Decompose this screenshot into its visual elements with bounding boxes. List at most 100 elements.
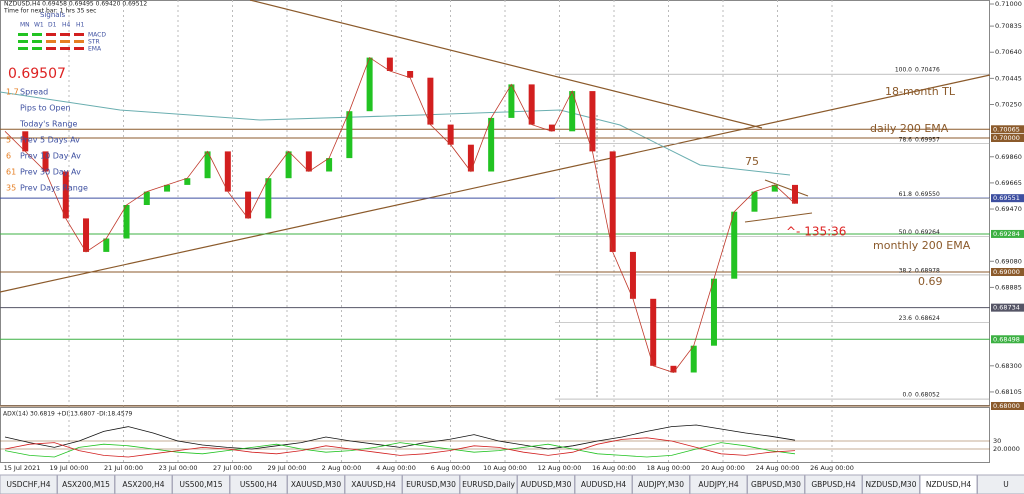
tab-label[interactable]: AUDJPY,H4 [698, 480, 739, 489]
price-tick-label: 0.70835 [995, 22, 1022, 30]
candle [42, 151, 49, 172]
indicator: STR [88, 39, 100, 46]
level-tag [991, 402, 1024, 410]
tab-label[interactable]: XAUUSD,H4 [351, 480, 396, 489]
info-value: 35 [6, 184, 16, 193]
info-label: Prev 10 Day Av [20, 152, 81, 161]
price-tick-label: 0.68105 [995, 388, 1022, 396]
tab-label[interactable]: XAUUSD,M30 [291, 480, 341, 489]
tab-label[interactable]: U [1003, 480, 1009, 489]
date-label: 15 Jul 2021 [4, 464, 41, 472]
fib-price: 0.69957 [915, 136, 940, 143]
channel-line [744, 212, 813, 223]
annotation: 18-month TL [885, 85, 956, 98]
tab-label[interactable]: US500,M15 [180, 480, 223, 489]
fib-price: 0.69264 [915, 229, 940, 236]
info-value: 6 [6, 152, 11, 161]
fib-price: 0.70476 [915, 67, 940, 74]
tab-label[interactable]: NZDUSD,M30 [866, 480, 917, 489]
candle [123, 205, 130, 239]
date-label: 20 Aug 00:00 [701, 464, 745, 472]
tab-label[interactable]: EURUSD,Daily [462, 480, 515, 489]
info-label: Prev 30 Day Av [20, 168, 81, 177]
candle [569, 91, 576, 132]
signal-cell [32, 33, 42, 36]
price-tick-label: 0.69665 [995, 179, 1022, 187]
tab-label[interactable]: GBPUSD,M30 [751, 480, 801, 489]
symbol-line: NZDUSD,H4 0.69458 0.69495 0.69420 0.6951… [4, 1, 147, 8]
tab-label[interactable]: NZDUSD,H4 [926, 480, 972, 489]
tab-label[interactable]: EURUSD,M30 [406, 480, 456, 489]
candle [792, 184, 798, 204]
candle [245, 191, 252, 219]
info-label: Pips to Open [20, 104, 71, 113]
annotation: daily 200 EMA [870, 122, 949, 135]
candle [650, 298, 657, 366]
price-tick-label: 0.70250 [995, 101, 1022, 109]
fib-level: 23.6 [899, 315, 913, 322]
candle [164, 184, 171, 192]
date-label: 12 Aug 00:00 [538, 464, 582, 472]
candle [305, 151, 312, 172]
annotation: ^- 135:36 [786, 225, 846, 239]
timeframe: MN [20, 22, 30, 29]
level-tag [991, 303, 1024, 312]
tab-label[interactable]: AUDUSD,H4 [581, 480, 626, 489]
level-tag [991, 335, 1024, 344]
price-tick-label: 0.68300 [995, 362, 1022, 370]
fib-price: 0.68052 [915, 392, 940, 399]
info-label: Prev 5 Days Av [20, 136, 80, 145]
candle [670, 365, 677, 373]
timeframe: H4 [62, 22, 71, 29]
fib-level: 78.6 [899, 136, 913, 143]
channel-line [764, 179, 809, 197]
level-label: 0.69000 [993, 268, 1020, 276]
grid: 0.71000 0.70835 0.70640 0.70445 0.70250 0.698… [0, 0, 1022, 472]
level-tag [991, 125, 1024, 134]
tab-label[interactable]: ASX200,M15 [62, 480, 110, 489]
tab-label[interactable]: AUDUSD,M30 [521, 480, 572, 489]
date-label: 24 Aug 00:00 [756, 464, 800, 472]
date-label: 21 Jul 00:00 [104, 464, 143, 472]
date-label: 6 Aug 00:00 [431, 464, 471, 472]
candle [467, 144, 474, 172]
date-label: 16 Aug 00:00 [592, 464, 636, 472]
signal-cell [74, 33, 84, 36]
candle [103, 238, 110, 252]
date-label: 19 Jul 00:00 [50, 464, 89, 472]
level-label: 0.68000 [993, 402, 1020, 410]
price: 0.69507 [8, 66, 66, 82]
indicator: EMA [88, 46, 102, 53]
adx-tick-label: 20.0000 [993, 445, 1020, 453]
timeframe: D1 [48, 22, 57, 29]
tab-label[interactable]: USDCHF,H4 [6, 480, 50, 489]
annotation: 0.69 [918, 275, 943, 288]
signal-cell [60, 40, 70, 43]
price-tick-label: 0.69470 [995, 205, 1022, 213]
tab[interactable] [977, 474, 1024, 494]
candle [83, 218, 90, 252]
adx-line [4, 437, 796, 458]
date-label: 27 Jul 00:00 [213, 464, 252, 472]
candle [488, 117, 495, 172]
price-tick-label: 0.69080 [995, 257, 1022, 265]
candle [143, 191, 150, 205]
tab-label[interactable]: AUDJPY,M30 [638, 480, 684, 489]
date-label: 10 Aug 00:00 [483, 464, 527, 472]
candle [224, 151, 231, 192]
candle [326, 158, 333, 172]
tab-label[interactable]: ASX200,H4 [122, 480, 164, 489]
tab-label[interactable]: US500,H4 [240, 480, 278, 489]
adx-line [4, 424, 796, 450]
level-tag [991, 268, 1024, 276]
adx-frame [0, 407, 990, 463]
level-label: 0.69284 [993, 230, 1020, 238]
level-tag [991, 194, 1024, 203]
timeframe: H1 [76, 22, 85, 29]
level-label: 0.70000 [993, 134, 1020, 142]
fib-level: 50.0 [899, 229, 913, 236]
tab-label[interactable]: GBPUSD,H4 [811, 480, 856, 489]
candle [204, 151, 211, 179]
annotation: monthly 200 EMA [873, 239, 971, 252]
